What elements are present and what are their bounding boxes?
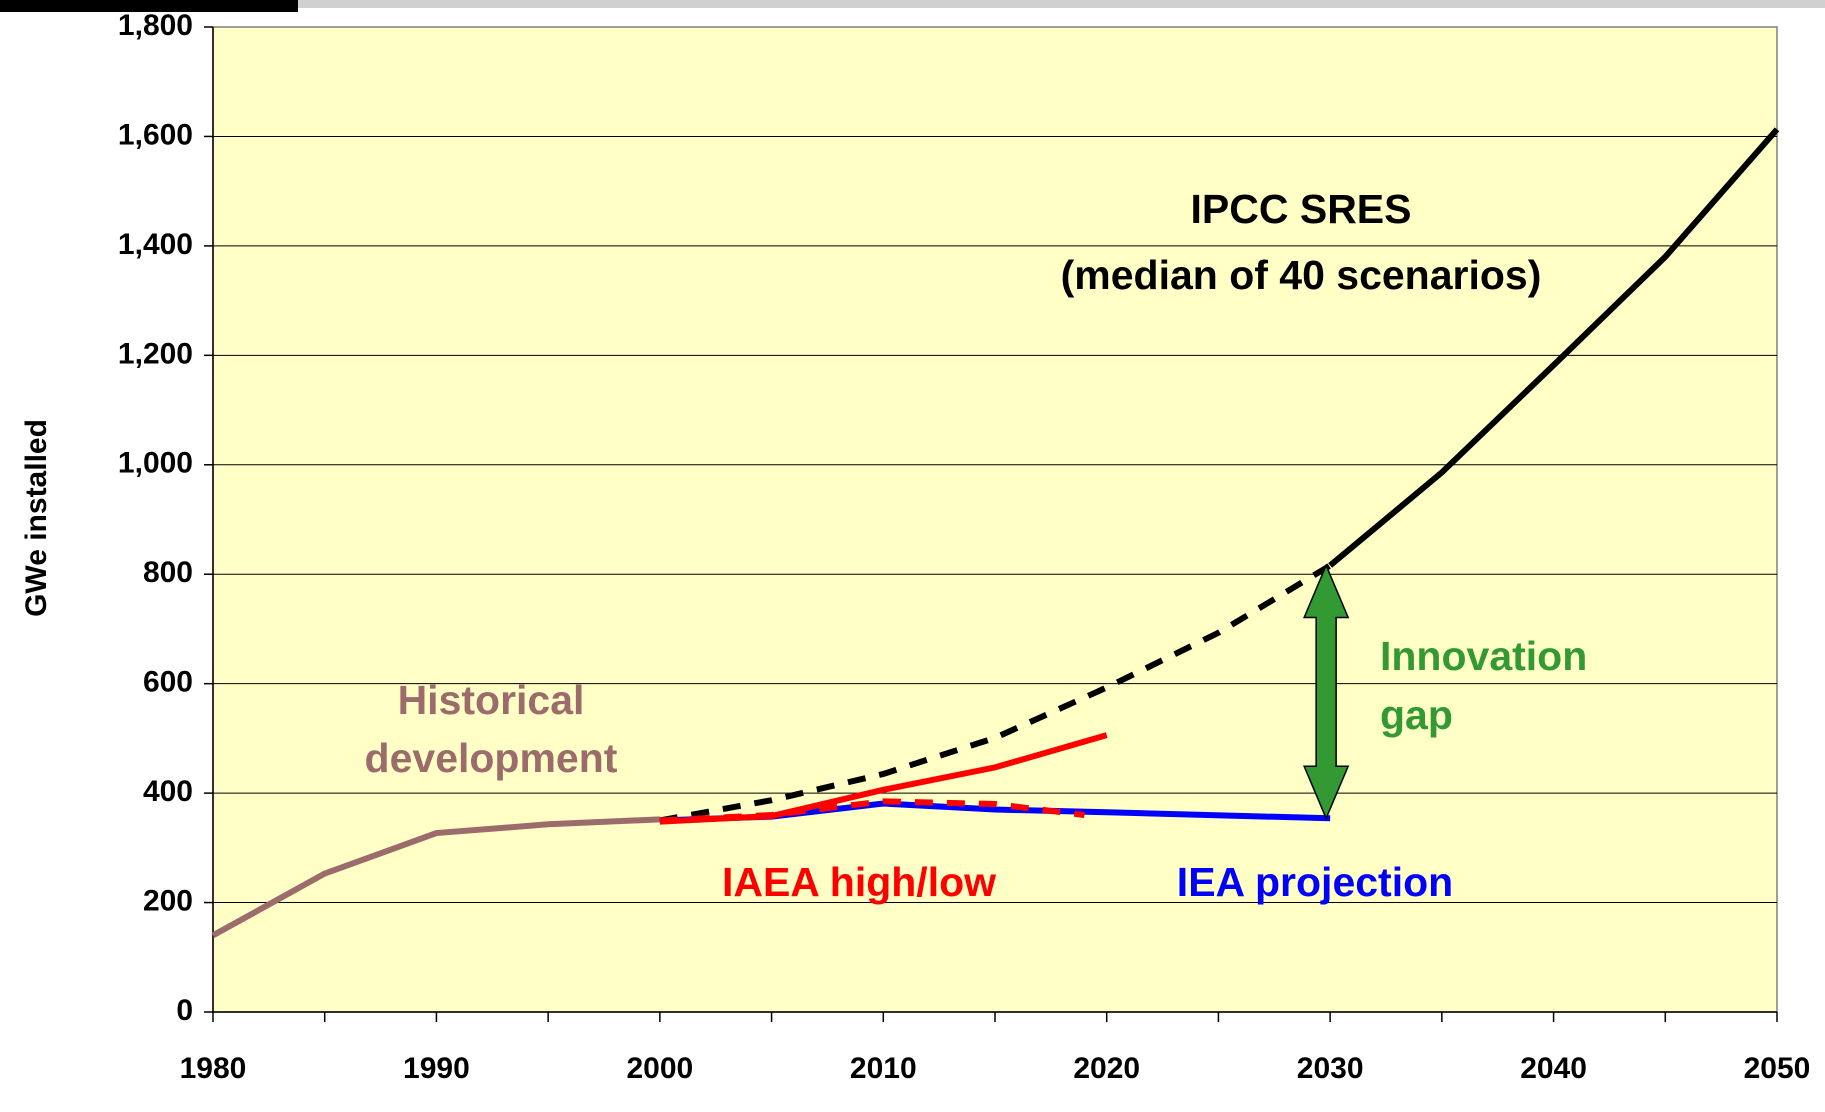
y-tick-label: 600 bbox=[143, 666, 193, 699]
annotation: IEA projection bbox=[1177, 859, 1453, 905]
annotation: Historical bbox=[398, 677, 585, 723]
y-tick-label: 1,200 bbox=[118, 337, 193, 370]
y-tick-label: 1,800 bbox=[118, 9, 193, 42]
annotation: (median of 40 scenarios) bbox=[1061, 252, 1542, 298]
annotation: Innovation bbox=[1380, 633, 1587, 679]
top-bar bbox=[0, 0, 298, 12]
plot-area bbox=[212, 26, 1778, 1013]
y-tick-label: 200 bbox=[143, 884, 193, 917]
x-tick-label: 2030 bbox=[1297, 1052, 1364, 1085]
x-tick-label: 1990 bbox=[403, 1052, 470, 1085]
annotation: IPCC SRES bbox=[1191, 186, 1412, 232]
annotation: IAEA high/low bbox=[722, 859, 996, 905]
x-tick-label: 2040 bbox=[1520, 1052, 1587, 1085]
y-tick-label: 0 bbox=[176, 994, 193, 1027]
x-tick-label: 1980 bbox=[180, 1052, 247, 1085]
gap-arrow bbox=[1303, 563, 1350, 821]
series-line bbox=[659, 732, 1108, 825]
y-tick-label: 1,000 bbox=[118, 447, 193, 480]
x-tick-label: 2050 bbox=[1744, 1052, 1811, 1085]
y-tick-label: 1,400 bbox=[118, 228, 193, 261]
annotation: gap bbox=[1380, 692, 1453, 738]
annotation: development bbox=[365, 735, 618, 781]
x-tick-label: 2000 bbox=[626, 1052, 693, 1085]
series-line bbox=[211, 816, 660, 939]
series-line bbox=[1328, 127, 1780, 568]
x-tick-label: 2020 bbox=[1073, 1052, 1140, 1085]
x-tick-label: 2010 bbox=[850, 1052, 917, 1085]
y-tick-label: 400 bbox=[143, 775, 193, 808]
y-tick-label: 800 bbox=[143, 556, 193, 589]
y-axis-title: GWe installed bbox=[20, 419, 53, 617]
top-rule bbox=[298, 0, 1825, 8]
y-tick-label: 1,600 bbox=[118, 118, 193, 151]
series-line bbox=[659, 562, 1332, 824]
